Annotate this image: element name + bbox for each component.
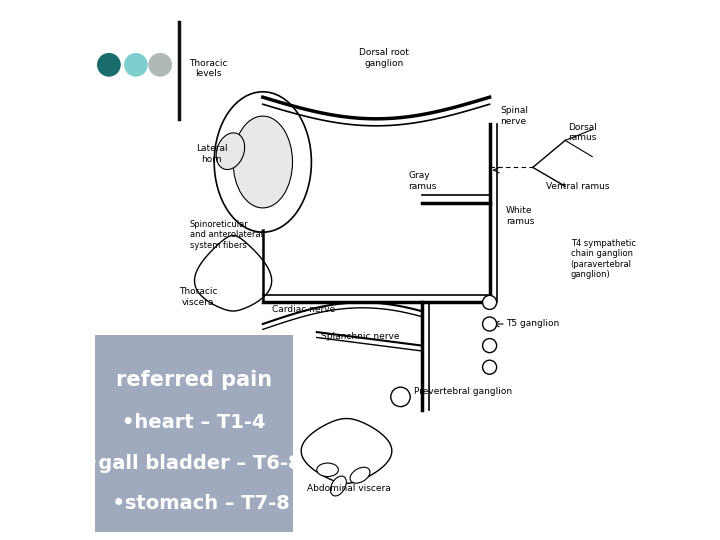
Text: referred pain: referred pain [116, 370, 272, 390]
Text: Ventral ramus: Ventral ramus [546, 182, 610, 191]
Circle shape [391, 387, 410, 407]
Text: Dorsal root
ganglion: Dorsal root ganglion [359, 48, 409, 68]
Text: Thoracic
levels: Thoracic levels [189, 59, 228, 78]
Text: •heart – T1-4: •heart – T1-4 [122, 413, 266, 432]
Circle shape [482, 317, 497, 331]
Text: •gall bladder – T6-8: •gall bladder – T6-8 [86, 454, 302, 472]
Circle shape [148, 53, 172, 77]
Ellipse shape [215, 92, 312, 232]
Text: T5 ganglion: T5 ganglion [505, 320, 559, 328]
Text: Thoracic
viscera: Thoracic viscera [179, 287, 217, 307]
Circle shape [124, 53, 148, 77]
Circle shape [97, 53, 121, 77]
Text: Prevertebral ganglion: Prevertebral ganglion [414, 387, 512, 396]
Text: •stomach – T7-8: •stomach – T7-8 [99, 494, 289, 513]
Text: Splanchnic nerve: Splanchnic nerve [320, 332, 400, 341]
Polygon shape [301, 418, 392, 483]
Ellipse shape [317, 463, 338, 476]
Text: Lateral
horn: Lateral horn [196, 144, 228, 164]
Text: Spinal
nerve: Spinal nerve [500, 106, 528, 126]
Text: Gray
ramus: Gray ramus [409, 171, 437, 191]
Text: Cardiac nerve: Cardiac nerve [271, 305, 335, 314]
Text: White
ramus: White ramus [505, 206, 534, 226]
Text: Abdominal viscera: Abdominal viscera [307, 484, 391, 493]
Ellipse shape [330, 476, 346, 496]
Ellipse shape [233, 116, 292, 208]
Text: Spinoreticular
and anterolateral
system fibers: Spinoreticular and anterolateral system … [190, 220, 263, 250]
Circle shape [482, 360, 497, 374]
Text: Dorsal
ramus: Dorsal ramus [568, 123, 597, 142]
Circle shape [482, 295, 497, 309]
Polygon shape [194, 235, 271, 311]
Ellipse shape [216, 133, 245, 170]
Text: T4 sympathetic
chain ganglion
(paravertebral
ganglion): T4 sympathetic chain ganglion (paraverte… [571, 239, 636, 279]
Circle shape [482, 339, 497, 353]
FancyBboxPatch shape [95, 335, 292, 532]
Ellipse shape [350, 467, 370, 483]
